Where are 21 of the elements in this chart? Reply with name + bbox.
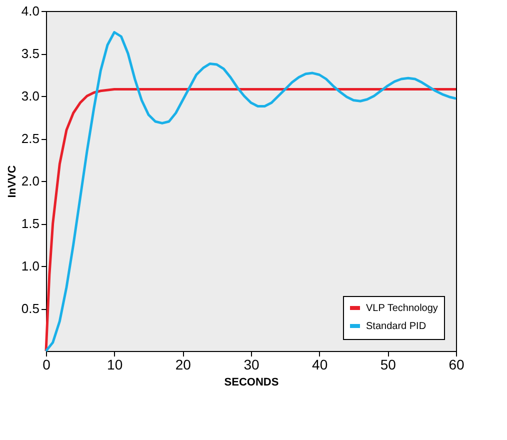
line-series bbox=[44, 31, 458, 352]
y-axis-title: InVVC bbox=[6, 165, 18, 198]
x-axis-title: SECONDS bbox=[224, 376, 279, 388]
y-tick-label: 1.5 bbox=[21, 216, 40, 231]
legend-label: Standard PID bbox=[366, 321, 426, 332]
x-tick-label: 0 bbox=[42, 356, 51, 372]
x-tick-label: 40 bbox=[312, 356, 328, 372]
y-tick-label: 4.0 bbox=[21, 4, 40, 18]
x-tick-label: 20 bbox=[175, 356, 192, 372]
x-tick-label: 50 bbox=[380, 356, 396, 372]
y-tick-label: 0.5 bbox=[21, 301, 40, 316]
y-tick-label: 3.0 bbox=[21, 88, 40, 104]
x-tick-label: 60 bbox=[448, 356, 464, 372]
legend-label: VLP Technology bbox=[366, 303, 438, 314]
y-tick-label: 2.0 bbox=[21, 174, 40, 188]
y-tick-label: 1.0 bbox=[21, 258, 40, 274]
x-tick-label: 10 bbox=[107, 356, 123, 372]
x-tick-label: 30 bbox=[244, 356, 260, 372]
y-tick-label: 2.5 bbox=[21, 131, 40, 146]
line-series bbox=[44, 88, 458, 352]
y-tick-label: 3.5 bbox=[21, 46, 40, 61]
